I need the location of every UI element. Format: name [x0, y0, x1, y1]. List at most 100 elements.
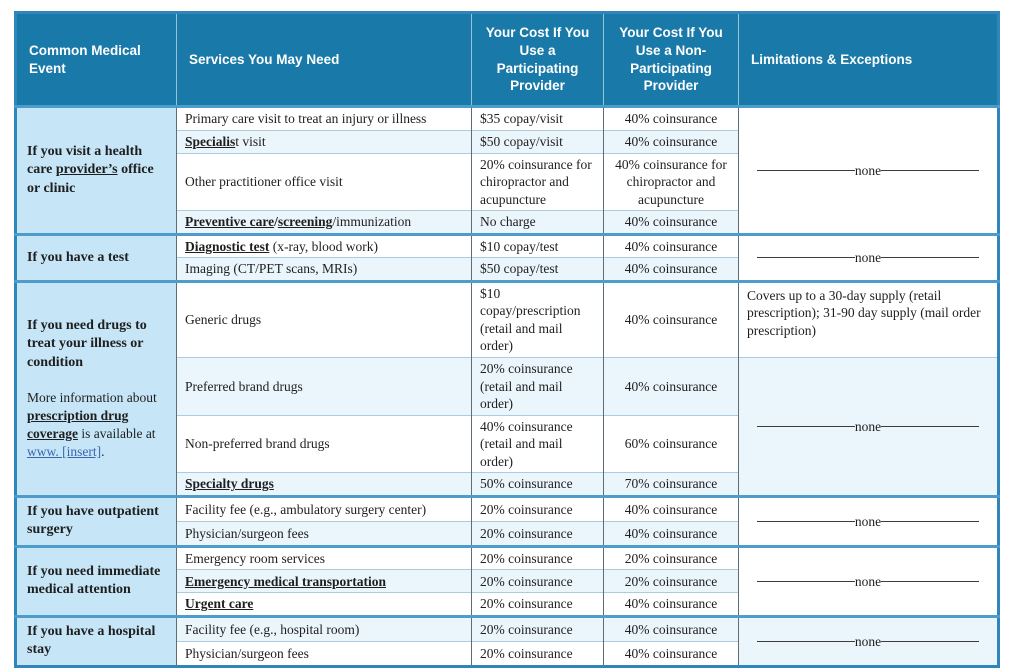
service-cell: Preventive care/screening/immunization	[176, 210, 472, 235]
event-paragraph: If you need immediate medical attention	[27, 563, 166, 600]
non-participating-cost-cell: 20% coinsurance	[603, 569, 739, 593]
table-row: If you need drugs to treat your illness …	[15, 279, 999, 497]
dash-line	[881, 257, 979, 259]
non-participating-cost-cell: 40% coinsurance	[603, 592, 739, 617]
non-participating-cost-cell: 40% coinsurance	[603, 494, 739, 522]
participating-cost-cell: 50% coinsurance	[471, 472, 604, 497]
participating-cost-cell: 40% coinsurance (retail and mail order)	[471, 414, 604, 473]
dash-line	[881, 425, 979, 427]
participating-cost-cell: No charge	[471, 210, 604, 235]
dash-line	[757, 425, 855, 427]
participating-cost-cell: $50 copay/test	[471, 257, 604, 282]
text-segment: If you have a hospital stay	[27, 623, 156, 658]
event-cell: If you have a hospital stay	[15, 614, 177, 667]
text-segment: Emergency room services	[185, 550, 325, 566]
text-segment: office or clinic	[27, 162, 154, 196]
service-cell: Urgent care	[176, 592, 472, 617]
table-row: Urgent care 20% coinsurance 40% coinsuranc…	[16, 592, 999, 617]
none-divider: none	[747, 633, 989, 651]
event-cell: If you have outpatient surgery	[15, 494, 177, 547]
participating-cost-cell: 20% coinsurance	[471, 569, 604, 593]
non-participating-cost-cell: 40% coinsurance	[603, 129, 739, 154]
non-participating-cost-cell: 40% coinsurance	[603, 640, 739, 667]
text-segment: Facility fee (e.g., ambulatory surgery c…	[185, 501, 427, 517]
glossary-term-link[interactable]: Preventive care	[185, 214, 275, 230]
non-participating-cost-cell: 40% coinsurance	[603, 357, 739, 416]
non-participating-cost-cell: 40% coinsurance	[603, 105, 739, 131]
table-row: Specialist visit $50 copay/visit 40% coins…	[16, 129, 999, 154]
service-cell: Emergency room services	[176, 544, 472, 570]
table-row: Physician/surgeon fees 20% coinsurance 40%…	[16, 520, 999, 547]
none-divider: none	[747, 418, 989, 436]
service-cell: Emergency medical transportation	[176, 569, 472, 593]
glossary-term-link[interactable]: Specialty drugs	[185, 476, 274, 492]
none-label: none	[854, 418, 882, 434]
glossary-term-link[interactable]: screening	[277, 214, 333, 230]
participating-cost-cell: 20% coinsurance (retail and mail order)	[471, 357, 604, 416]
dash-line	[757, 640, 855, 642]
glossary-term-link[interactable]: Specialis	[185, 133, 236, 149]
table-row: Emergency medical transportation 20% coin…	[16, 569, 999, 593]
dash-line	[881, 580, 979, 582]
glossary-term-link[interactable]: provider’s	[55, 162, 118, 178]
limitations-cell: none	[738, 494, 999, 547]
participating-cost-cell: 20% coinsurance	[471, 640, 604, 667]
glossary-term-link[interactable]: Diagnostic test	[185, 238, 270, 254]
url-link[interactable]: www. [insert]	[27, 443, 102, 459]
glossary-term-link[interactable]: Emergency medical transportation	[185, 573, 386, 589]
non-participating-cost-cell: 40% coinsurance	[603, 210, 739, 235]
table-row: If you need immediate medical attention E…	[15, 544, 999, 617]
text-segment: Primary care visit to treat an injury or…	[185, 111, 427, 126]
service-cell: Imaging (CT/PET scans, MRIs)	[176, 257, 472, 282]
table-row: Specialty drugs 50% coinsurance 70% coinsu…	[16, 472, 999, 497]
service-cell: Specialty drugs	[176, 472, 472, 497]
text-segment: Non-preferred brand drugs	[185, 436, 330, 452]
glossary-term-link[interactable]: prescription drug coverage	[27, 408, 129, 442]
text-segment: If you need immediate medical attention	[27, 563, 161, 598]
none-divider: none	[747, 249, 989, 267]
none-label: none	[854, 162, 882, 178]
non-participating-cost-cell: 40% coinsurance for chiropractor and acu…	[603, 152, 739, 211]
event-cell: If you visit a health care provider’s of…	[15, 105, 177, 235]
service-cell: Facility fee (e.g., hospital room)	[176, 614, 472, 642]
dash-line	[881, 640, 979, 642]
text-segment: Facility fee (e.g., hospital room)	[185, 621, 360, 637]
table-row: Other practitioner office visit 20% coins…	[16, 152, 999, 211]
benefits-table-body: If you visit a health care provider’s of…	[15, 105, 999, 667]
none-label: none	[854, 633, 882, 649]
participating-cost-cell: $50 copay/visit	[471, 129, 604, 154]
limitations-cell: none	[738, 232, 999, 282]
text-segment: Physician/surgeon fees	[185, 645, 309, 661]
header-cost-participating: Your Cost If You Use a Participating Pro…	[471, 12, 604, 107]
glossary-term-link[interactable]: Urgent care	[185, 596, 254, 612]
text-segment: (x-ray, blood work)	[269, 238, 378, 254]
event-paragraph: If you need drugs to treat your illness …	[27, 317, 166, 372]
none-label: none	[854, 250, 882, 265]
participating-cost-cell: 20% coinsurance	[471, 614, 604, 642]
non-participating-cost-cell: 60% coinsurance	[603, 414, 739, 473]
event-cell: If you need drugs to treat your illness …	[15, 279, 177, 497]
dash-line	[881, 520, 979, 522]
text-segment: Imaging (CT/PET scans, MRIs)	[185, 261, 358, 277]
event-paragraph: If you have a hospital stay	[27, 623, 166, 660]
text-segment: If you have outpatient surgery	[27, 503, 159, 538]
text-segment: /	[274, 214, 278, 230]
table-header: Common Medical Event Services You May Ne…	[15, 12, 999, 107]
none-label: none	[854, 513, 882, 529]
participating-cost-cell: 20% coinsurance	[471, 494, 604, 522]
text-segment: t visit	[235, 133, 266, 149]
event-paragraph: If you visit a health care provider’s of…	[27, 143, 166, 198]
participating-cost-cell: 20% coinsurance for chiropractor and acu…	[471, 152, 604, 211]
limitations-cell: Covers up to a 30-day supply (retail pre…	[738, 279, 999, 358]
none-divider: none	[747, 573, 989, 591]
non-participating-cost-cell: 20% coinsurance	[603, 544, 739, 570]
non-participating-cost-cell: 40% coinsurance	[603, 614, 739, 642]
participating-cost-cell: 20% coinsurance	[471, 520, 604, 547]
table-row: Imaging (CT/PET scans, MRIs) $50 copay/te…	[16, 257, 999, 282]
service-cell: Facility fee (e.g., ambulatory surgery c…	[176, 494, 472, 522]
limitations-cell: none	[738, 614, 999, 667]
event-paragraph: More information about prescription drug…	[27, 389, 166, 460]
text-segment: is available at	[77, 426, 156, 442]
header-services-you-may-need: Services You May Need	[176, 12, 472, 107]
table-row: Physician/surgeon fees 20% coinsurance 40%…	[16, 640, 999, 667]
